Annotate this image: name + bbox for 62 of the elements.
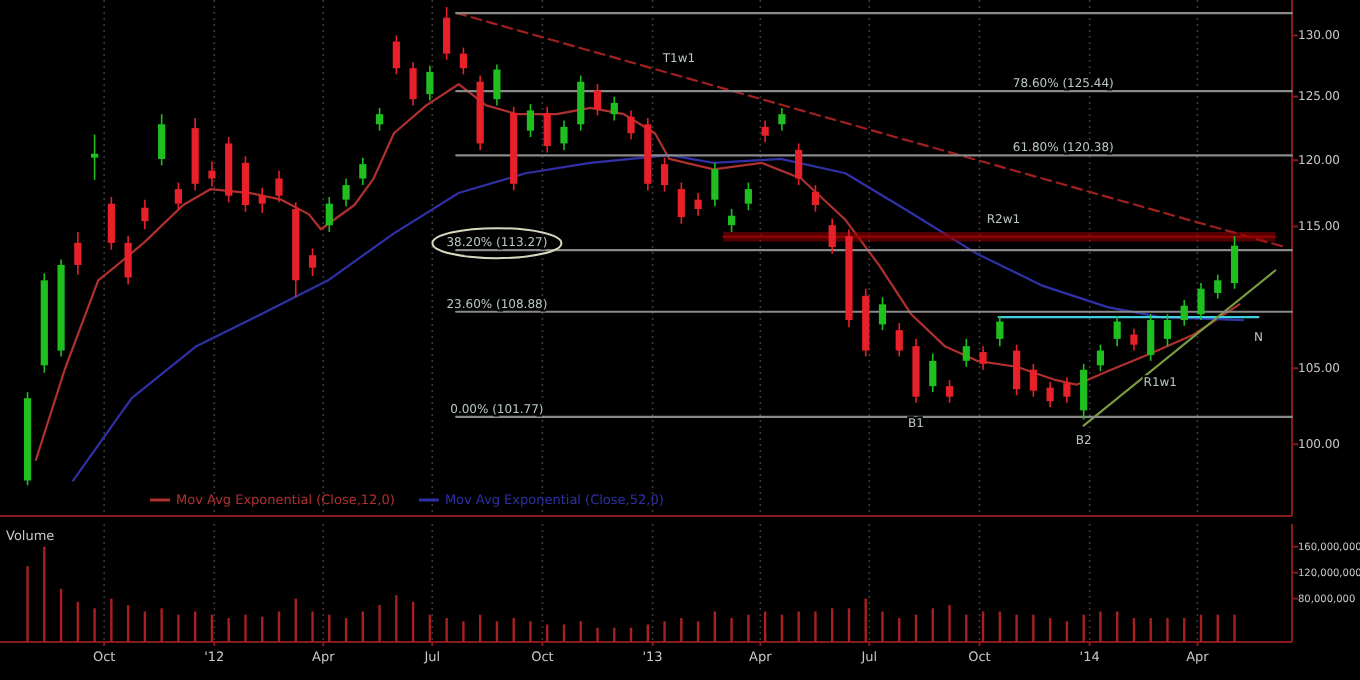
candlestick <box>996 314 1004 347</box>
candlestick <box>711 162 719 208</box>
candlestick <box>107 196 115 251</box>
candlestick <box>409 61 417 107</box>
candlestick <box>979 345 987 371</box>
candlestick <box>1147 313 1155 362</box>
candlestick <box>325 196 333 233</box>
candlestick <box>795 142 803 186</box>
candlestick <box>1230 235 1239 290</box>
candlestick <box>828 217 836 255</box>
candlestick <box>1013 343 1021 396</box>
candlestick <box>241 155 250 213</box>
candlestick <box>158 113 166 167</box>
candlestick <box>1197 282 1205 321</box>
candlestick <box>342 177 350 208</box>
candlestick <box>1113 314 1121 347</box>
candlestick <box>677 181 685 225</box>
candlestick <box>577 74 585 132</box>
candlestick <box>526 103 535 138</box>
candlestick <box>1046 380 1054 409</box>
candlestick <box>141 198 149 231</box>
line-series <box>71 153 1245 482</box>
candlestick <box>1180 299 1188 327</box>
candlestick <box>275 169 283 204</box>
candlestick <box>560 119 568 151</box>
candlestick <box>593 83 602 117</box>
candlestick <box>308 247 317 277</box>
candlestick <box>1130 327 1138 352</box>
candlestick <box>426 64 434 102</box>
candlestick <box>124 235 132 286</box>
candlestick <box>1080 363 1088 421</box>
candlestick <box>811 184 820 213</box>
candlestick <box>208 160 216 188</box>
candlestick <box>543 105 551 154</box>
candlestick <box>1096 343 1105 373</box>
candlestick <box>962 338 970 368</box>
candlestick <box>660 156 669 193</box>
candlestick <box>392 34 400 76</box>
candlestick <box>459 46 467 76</box>
candlestick <box>1029 363 1037 398</box>
candlestick <box>778 107 786 132</box>
candlestick <box>1163 313 1172 347</box>
candlestick <box>929 352 937 393</box>
candlestick <box>728 208 736 233</box>
candlestick <box>91 133 99 181</box>
candlestick <box>945 379 954 404</box>
candlestick <box>1063 376 1071 404</box>
candlestick <box>375 107 384 132</box>
candlestick <box>878 296 887 331</box>
candlestick <box>359 156 367 186</box>
candlestick <box>174 181 183 212</box>
candlestick <box>74 231 82 276</box>
candlestick <box>694 192 702 217</box>
candlestick <box>1214 273 1222 300</box>
candlestick <box>258 186 266 214</box>
candlestick <box>610 95 618 122</box>
candlestick <box>744 181 752 212</box>
candlestick <box>493 63 501 107</box>
candlestick <box>443 6 451 61</box>
candlestick <box>895 322 903 358</box>
candlestick <box>761 119 769 143</box>
candlestick <box>627 109 635 141</box>
